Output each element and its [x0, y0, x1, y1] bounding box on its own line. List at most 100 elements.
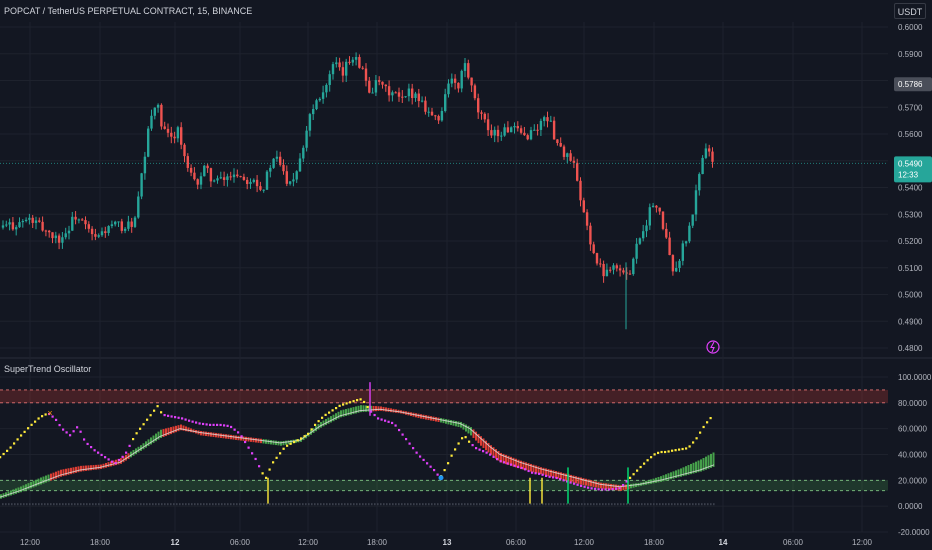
osc-hist-bar — [655, 477, 657, 483]
osc-hist-bar — [20, 486, 22, 493]
osc-fast-dot — [534, 472, 537, 475]
candle-body — [176, 127, 180, 139]
osc-hist-bar — [215, 432, 217, 438]
osc-hist-bar — [540, 467, 542, 475]
osc-fast-dot — [580, 484, 583, 487]
zero-dot — [278, 503, 280, 506]
candle-body — [628, 273, 632, 275]
osc-hist-bar — [690, 463, 692, 475]
osc-fast-dot — [345, 402, 348, 405]
zero-dot — [413, 503, 415, 506]
osc-hist-bar — [380, 406, 382, 411]
zero-dot — [434, 503, 436, 506]
zero-dot — [185, 503, 187, 506]
osc-fast-dot — [198, 422, 201, 425]
candle-body — [84, 220, 87, 225]
osc-hist-bar — [365, 405, 367, 412]
osc-hist-bar — [695, 461, 697, 473]
candle-body — [133, 217, 137, 227]
candle-body — [232, 174, 236, 178]
candle-body — [665, 228, 668, 238]
osc-fast-dot — [289, 442, 292, 445]
osc-fast-dot — [408, 442, 411, 445]
osc-hist-bar — [142, 443, 145, 450]
zero-dot — [221, 503, 223, 506]
candle-body — [341, 67, 345, 76]
candle-body — [361, 67, 364, 69]
osc-hist-bar — [72, 467, 75, 474]
candle-body — [163, 126, 166, 129]
osc-hist-bar — [245, 436, 247, 442]
osc-hist-bar — [700, 459, 702, 472]
symbol-title[interactable]: POPCAT / TetherUS PERPETUAL CONTRACT, 15… — [4, 6, 253, 16]
candle-body — [1, 225, 5, 228]
zero-dot — [602, 503, 604, 506]
zero-dot — [680, 503, 682, 506]
osc-fast-dot — [671, 449, 674, 452]
osc-hist-bar — [477, 433, 480, 444]
candle-body — [331, 64, 335, 75]
lightning-icon-glyph — [710, 341, 715, 353]
osc-hist-bar — [682, 467, 685, 477]
zero-dot — [116, 503, 118, 506]
osc-fast-dot — [83, 438, 86, 441]
indicator-title[interactable]: SuperTrend Oscillator — [4, 364, 92, 374]
candle-body — [213, 180, 216, 182]
osc-hist-bar — [510, 456, 512, 466]
price-tick-label: 0.4900 — [898, 317, 923, 326]
candle-body — [81, 219, 84, 221]
price-tick-label: 0.5000 — [898, 291, 923, 300]
zero-dot — [542, 503, 544, 506]
zero-dot — [77, 503, 79, 506]
osc-hist-bar — [140, 445, 142, 451]
prior-price-label: 0.5786 — [898, 80, 923, 89]
zero-dot — [491, 503, 493, 506]
zero-dot — [266, 503, 268, 506]
zero-dot — [212, 503, 214, 506]
price-tick-label: 0.5200 — [898, 237, 923, 246]
osc-fast-dot — [552, 476, 555, 479]
zero-dot — [605, 503, 607, 506]
candle-body — [173, 136, 176, 139]
zero-dot — [203, 503, 205, 506]
osc-hist-bar — [515, 458, 517, 468]
osc-hist-bar — [87, 465, 90, 471]
zero-dot — [464, 503, 466, 506]
candle-body — [609, 269, 612, 271]
candle-body — [486, 119, 490, 131]
zero-dot — [344, 503, 346, 506]
osc-hist-bar — [550, 469, 552, 477]
zero-dot — [146, 503, 148, 506]
zero-dot — [704, 503, 706, 506]
candle-body — [704, 148, 708, 158]
osc-hist-bar — [202, 431, 205, 436]
zero-dot — [338, 503, 340, 506]
osc-fast-dot — [202, 422, 205, 426]
currency-unit-button[interactable]: USDT — [894, 3, 926, 19]
osc-hist-bar — [205, 431, 207, 437]
zero-dot — [488, 503, 490, 506]
candle-body — [77, 219, 81, 221]
osc-fast-dot — [90, 446, 93, 449]
osc-fast-dot — [118, 458, 121, 462]
osc-hist-bar — [565, 473, 567, 481]
time-tick-label: 12 — [171, 538, 180, 547]
osc-fast-dot — [223, 424, 226, 427]
zero-dot — [485, 503, 487, 506]
osc-fast-dot — [331, 409, 334, 412]
zero-dot — [578, 503, 580, 506]
osc-fast-dot — [426, 462, 429, 465]
osc-fast-dot — [216, 423, 219, 426]
candle-body — [285, 171, 288, 184]
candle-body — [104, 231, 107, 233]
osc-fast-dot — [247, 446, 250, 449]
osc-fast-dot — [429, 465, 432, 468]
osc-fast-dot — [265, 476, 268, 479]
zero-dot — [650, 503, 652, 506]
reversal-dot — [438, 475, 444, 481]
candle-body — [632, 258, 635, 275]
osc-fast-dot — [328, 411, 331, 414]
candle-body — [222, 177, 226, 180]
zero-dot — [248, 503, 250, 506]
osc-fast-dot — [2, 452, 5, 456]
